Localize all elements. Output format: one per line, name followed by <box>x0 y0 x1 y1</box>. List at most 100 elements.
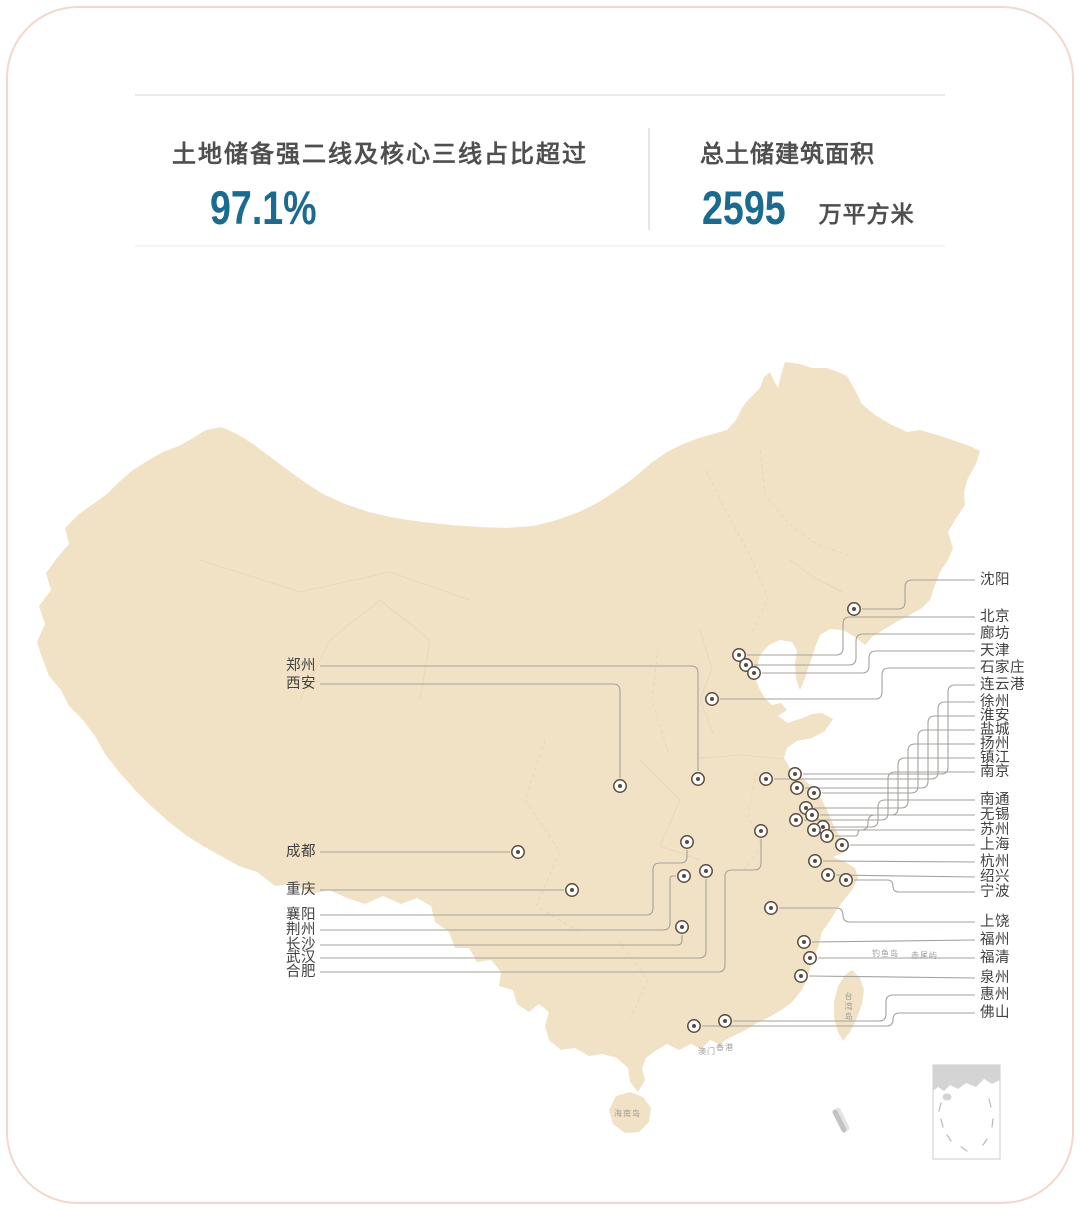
leader-line-huizhou <box>733 994 975 1022</box>
city-label-wuhan: 武汉 <box>286 950 316 966</box>
city-marker-jingzhou <box>677 869 691 883</box>
city-label-shaoxing: 绍兴 <box>980 869 1010 885</box>
city-marker-huizhou <box>718 1014 732 1028</box>
city-label-langfang: 廊坊 <box>980 626 1010 642</box>
city-marker-fuqing <box>803 951 817 965</box>
header-vertical-divider <box>648 128 650 230</box>
hainan-island-shape <box>609 1092 651 1133</box>
tiny-label-钓鱼岛: 钓鱼岛 <box>872 949 899 958</box>
south-china-sea-inset <box>932 1064 1001 1160</box>
leader-line-jingzhou <box>320 875 676 931</box>
leader-line-changsha <box>320 935 683 946</box>
city-marker-zhenjiang <box>805 808 819 822</box>
leader-line-ningbo <box>854 879 975 893</box>
leader-line-shenyang <box>862 579 975 610</box>
city-label-nanjing: 南京 <box>980 764 1010 780</box>
leader-line-nantong <box>831 799 975 828</box>
leader-line-shangrao <box>779 907 975 923</box>
city-label-beijing: 北京 <box>980 609 1010 625</box>
city-label-jingzhou: 荆州 <box>286 922 316 938</box>
city-marker-xuzhou <box>759 772 773 786</box>
city-marker-shaoxing <box>821 868 835 882</box>
stat2-label: 总土储建筑面积 <box>700 141 875 168</box>
city-label-foshan: 佛山 <box>980 1005 1010 1021</box>
tiny-label-台湾岛: 台湾岛 <box>844 992 853 1022</box>
city-label-chengdu: 成都 <box>286 844 316 860</box>
leader-line-foshan <box>702 1012 975 1027</box>
china-mainland-shape <box>37 362 980 1092</box>
city-marker-chengdu <box>511 845 525 859</box>
city-marker-changsha <box>675 920 689 934</box>
city-label-shijiazhuang: 石家庄 <box>980 660 1025 676</box>
city-label-shanghai: 上海 <box>980 837 1010 853</box>
city-marker-shenyang <box>847 602 861 616</box>
city-label-huizhou: 惠州 <box>980 987 1010 1003</box>
city-label-nantong: 南通 <box>980 792 1010 808</box>
city-label-shenyang: 沈阳 <box>980 572 1010 588</box>
leader-line-shijiazhuang <box>720 667 975 700</box>
city-marker-xiangyang <box>680 835 694 849</box>
city-marker-beijing <box>732 648 746 662</box>
inset-hainan-shape <box>942 1093 952 1101</box>
city-label-wuxi: 无锡 <box>980 807 1010 823</box>
province-borders <box>199 449 849 1021</box>
tiny-label-海南岛: 海南岛 <box>614 1109 641 1118</box>
leader-line-yancheng <box>822 729 975 794</box>
stat2-number: 2595 <box>702 181 786 234</box>
leader-line-wuhan <box>320 879 707 959</box>
city-marker-hangzhou <box>808 854 822 868</box>
leader-line-zhenjiang <box>820 757 975 816</box>
city-label-fuzhou: 福州 <box>980 932 1010 948</box>
leader-line-zhengzhou <box>320 665 699 771</box>
leader-line-shaoxing <box>835 874 976 878</box>
city-label-xuzhou: 徐州 <box>980 694 1010 710</box>
leader-line-wuxi <box>822 814 975 831</box>
city-marker-wuhan <box>699 864 713 878</box>
inset-nine-dash-line <box>938 1098 994 1152</box>
leader-line-xian <box>320 683 621 778</box>
leader-line-langfang <box>754 633 975 666</box>
city-label-xian: 西安 <box>286 676 316 692</box>
city-label-yangzhou: 扬州 <box>980 736 1010 752</box>
leader-line-beijing <box>747 616 975 656</box>
stat1-number: 97.1% <box>210 181 317 234</box>
city-label-huaian: 淮安 <box>980 708 1010 724</box>
city-marker-chongqing <box>565 883 579 897</box>
leader-line-fuzhou <box>811 939 976 943</box>
city-marker-quanzhou <box>794 969 808 983</box>
city-marker-huaian <box>790 781 804 795</box>
city-marker-fuzhou <box>797 935 811 949</box>
leader-line-hefei <box>320 839 762 973</box>
header-top-divider <box>135 94 945 96</box>
city-label-hefei: 合肥 <box>286 964 316 980</box>
tiny-label-澳门: 澳门 <box>698 1047 716 1056</box>
stat1-value: 97.1% <box>210 180 343 235</box>
city-label-lianyungang: 连云港 <box>980 677 1025 693</box>
city-label-zhenjiang: 镇江 <box>980 750 1010 766</box>
leader-line-suzhou <box>835 829 975 837</box>
leader-line-quanzhou <box>808 975 976 979</box>
city-label-ningbo: 宁波 <box>980 884 1010 900</box>
leader-line-yangzhou <box>814 743 975 809</box>
city-label-tianjin: 天津 <box>980 643 1010 659</box>
leader-line-hangzhou <box>822 860 976 863</box>
city-label-quanzhou: 泉州 <box>980 970 1010 986</box>
city-marker-foshan <box>687 1019 701 1033</box>
city-markers <box>511 602 861 1033</box>
city-label-hangzhou: 杭州 <box>980 854 1010 870</box>
city-marker-xian <box>613 779 627 793</box>
city-label-yancheng: 盐城 <box>980 722 1010 738</box>
city-label-changsha: 长沙 <box>286 937 316 953</box>
city-marker-lianyungang <box>788 767 802 781</box>
stat1-label: 土地储备强二线及核心三线占比超过 <box>172 141 588 168</box>
leader-line-nanjing <box>804 771 975 821</box>
leader-lines <box>320 579 976 1027</box>
taiwan-island-shape <box>834 970 864 1041</box>
city-marker-yancheng <box>807 786 821 800</box>
stat2-value: 2595 万平方米 <box>702 180 915 235</box>
nine-dash-segment <box>832 1107 850 1133</box>
leader-line-tianjin <box>762 650 975 674</box>
city-marker-suzhou <box>820 829 834 843</box>
city-marker-wuxi <box>807 823 821 837</box>
tiny-label-香港: 香港 <box>716 1043 734 1052</box>
